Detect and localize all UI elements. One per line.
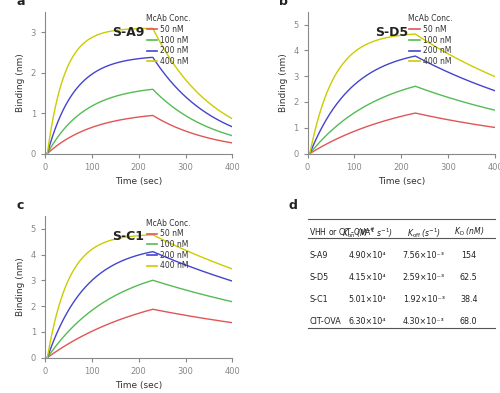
- Text: $K_{\rm D}$ (nM): $K_{\rm D}$ (nM): [454, 226, 484, 238]
- X-axis label: Time (sec): Time (sec): [115, 381, 162, 390]
- Text: $K_{\rm on}$ (M$^{-1}$ s$^{-1}$): $K_{\rm on}$ (M$^{-1}$ s$^{-1}$): [342, 226, 393, 240]
- X-axis label: Time (sec): Time (sec): [378, 177, 425, 186]
- Y-axis label: Binding (nm): Binding (nm): [278, 53, 287, 112]
- Text: CIT-OVA: CIT-OVA: [310, 317, 341, 326]
- Text: 1.92×10⁻³: 1.92×10⁻³: [403, 295, 445, 304]
- Text: 4.30×10⁻³: 4.30×10⁻³: [403, 317, 444, 326]
- Text: 4.15×10⁴: 4.15×10⁴: [348, 273, 387, 282]
- Text: S-A9: S-A9: [112, 26, 145, 39]
- Text: 6.30×10⁴: 6.30×10⁴: [349, 317, 386, 326]
- Text: S-C1: S-C1: [310, 295, 328, 304]
- Text: 154: 154: [461, 251, 476, 260]
- Text: d: d: [289, 198, 298, 212]
- Legend: 50 nM, 100 nM, 200 nM, 400 nM: 50 nM, 100 nM, 200 nM, 400 nM: [142, 215, 193, 273]
- Text: S-A9: S-A9: [310, 251, 328, 260]
- Legend: 50 nM, 100 nM, 200 nM, 400 nM: 50 nM, 100 nM, 200 nM, 400 nM: [142, 11, 193, 69]
- Text: 7.56×10⁻³: 7.56×10⁻³: [403, 251, 445, 260]
- Text: S-D5: S-D5: [375, 26, 408, 39]
- Text: c: c: [17, 198, 24, 212]
- Text: b: b: [280, 0, 288, 7]
- Legend: 50 nM, 100 nM, 200 nM, 400 nM: 50 nM, 100 nM, 200 nM, 400 nM: [405, 11, 456, 69]
- Text: a: a: [17, 0, 25, 7]
- Text: 4.90×10⁴: 4.90×10⁴: [348, 251, 387, 260]
- Text: S-C1: S-C1: [112, 230, 144, 243]
- X-axis label: Time (sec): Time (sec): [115, 177, 162, 186]
- Text: 62.5: 62.5: [460, 273, 477, 282]
- Text: 68.0: 68.0: [460, 317, 477, 326]
- Text: 5.01×10⁴: 5.01×10⁴: [348, 295, 387, 304]
- Y-axis label: Binding (nm): Binding (nm): [16, 257, 25, 316]
- Text: VHH or CIT-OVA$^{\#}$: VHH or CIT-OVA$^{\#}$: [310, 226, 376, 238]
- Text: S-D5: S-D5: [310, 273, 328, 282]
- Text: 38.4: 38.4: [460, 295, 477, 304]
- Y-axis label: Binding (nm): Binding (nm): [16, 53, 25, 112]
- Text: $K_{\rm off}$ (s$^{-1}$): $K_{\rm off}$ (s$^{-1}$): [406, 226, 441, 240]
- Text: 2.59×10⁻³: 2.59×10⁻³: [402, 273, 445, 282]
